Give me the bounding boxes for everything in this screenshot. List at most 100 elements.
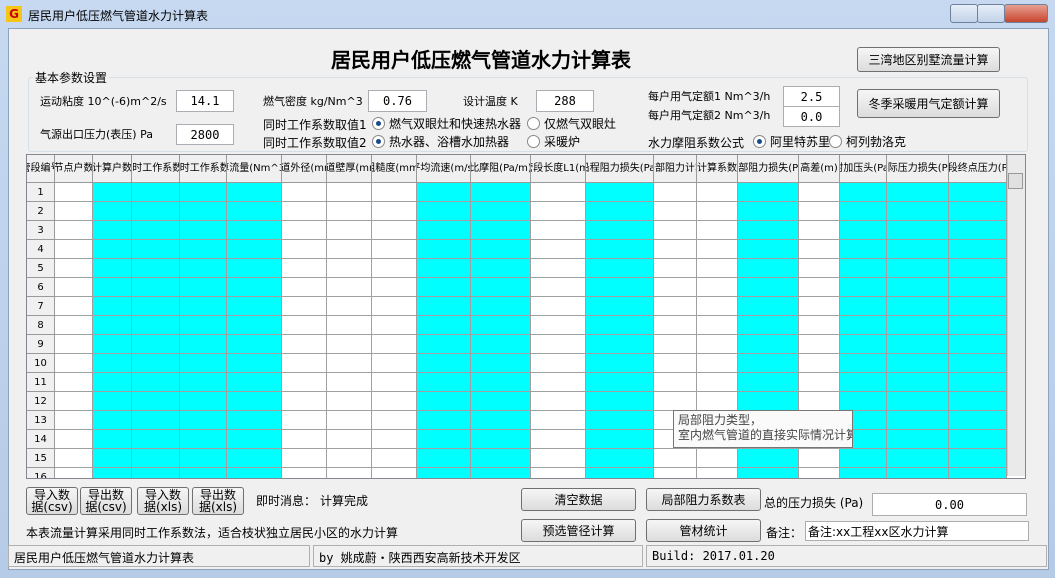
grid-cell[interactable] xyxy=(227,449,282,468)
grid-cell[interactable] xyxy=(93,259,132,278)
grid-cell[interactable] xyxy=(738,297,799,316)
grid-cell[interactable] xyxy=(738,202,799,221)
grid-cell[interactable] xyxy=(949,316,1007,335)
grid-cell[interactable] xyxy=(282,259,327,278)
grid-cell[interactable] xyxy=(586,468,654,478)
grid-cell[interactable] xyxy=(887,449,949,468)
grid-cell[interactable] xyxy=(55,335,93,354)
grid-cell[interactable] xyxy=(471,373,531,392)
grid-cell[interactable] xyxy=(799,183,840,202)
grid-cell[interactable] xyxy=(180,183,227,202)
minimize-button[interactable] xyxy=(950,4,978,23)
grid-cell[interactable] xyxy=(282,411,327,430)
grid-cell[interactable] xyxy=(697,202,738,221)
grid-cell[interactable] xyxy=(697,335,738,354)
grid-cell[interactable] xyxy=(132,373,180,392)
grid-cell[interactable] xyxy=(738,468,799,478)
grid-cell[interactable] xyxy=(180,430,227,449)
grid-cell[interactable] xyxy=(227,316,282,335)
grid-cell[interactable] xyxy=(282,373,327,392)
grid-cell[interactable] xyxy=(697,392,738,411)
grid-cell[interactable] xyxy=(93,183,132,202)
grid-cell[interactable] xyxy=(799,259,840,278)
grid-cell[interactable] xyxy=(840,240,887,259)
grid-cell[interactable] xyxy=(840,392,887,411)
grid-cell[interactable] xyxy=(799,468,840,478)
grid-cell[interactable] xyxy=(132,335,180,354)
radio-dot[interactable] xyxy=(527,117,540,130)
grid-cell[interactable] xyxy=(738,259,799,278)
grid-cell[interactable] xyxy=(949,411,1007,430)
grid-cell[interactable] xyxy=(93,392,132,411)
grid-cell[interactable] xyxy=(531,259,586,278)
grid-cell[interactable] xyxy=(799,449,840,468)
grid-cell[interactable] xyxy=(697,183,738,202)
grid-cell[interactable] xyxy=(417,240,471,259)
grid-cell[interactable] xyxy=(471,411,531,430)
grid-cell[interactable] xyxy=(132,449,180,468)
io-button[interactable]: 导出数据(xls) xyxy=(192,487,244,515)
grid-cell[interactable] xyxy=(282,335,327,354)
grid-cell[interactable] xyxy=(799,297,840,316)
radio-dot[interactable] xyxy=(753,135,766,148)
grid-cell[interactable] xyxy=(132,316,180,335)
grid-cell[interactable] xyxy=(887,297,949,316)
grid-cell[interactable] xyxy=(327,183,372,202)
grid-cell[interactable] xyxy=(55,221,93,240)
grid-cell[interactable] xyxy=(586,392,654,411)
grid-cell[interactable] xyxy=(93,373,132,392)
grid-cell[interactable] xyxy=(949,392,1007,411)
grid-cell[interactable] xyxy=(531,183,586,202)
grid-cell[interactable] xyxy=(586,278,654,297)
grid-cell[interactable] xyxy=(417,354,471,373)
grid-cell[interactable] xyxy=(227,411,282,430)
grid-cell[interactable] xyxy=(887,316,949,335)
grid-cell[interactable] xyxy=(799,354,840,373)
grid-cell[interactable] xyxy=(586,297,654,316)
radio-option[interactable]: 柯列勃洛克 xyxy=(829,133,906,150)
grid-cell[interactable] xyxy=(55,240,93,259)
field-input[interactable]: 2800 xyxy=(176,124,234,145)
grid-cell[interactable] xyxy=(282,221,327,240)
grid-cell[interactable] xyxy=(282,430,327,449)
button[interactable]: 三湾地区别墅流量计算 xyxy=(857,47,1000,72)
grid-cell[interactable] xyxy=(840,373,887,392)
grid-cell[interactable] xyxy=(654,221,697,240)
grid-cell[interactable] xyxy=(180,202,227,221)
grid-cell[interactable] xyxy=(282,297,327,316)
grid-cell[interactable] xyxy=(949,354,1007,373)
grid-cell[interactable] xyxy=(372,202,417,221)
grid-cell[interactable] xyxy=(697,297,738,316)
grid-cell[interactable] xyxy=(282,392,327,411)
grid-cell[interactable] xyxy=(738,335,799,354)
remark-input[interactable]: 备注:xx工程xx区水力计算 xyxy=(805,521,1029,541)
grid-cell[interactable] xyxy=(417,335,471,354)
grid-cell[interactable] xyxy=(840,278,887,297)
grid-cell[interactable] xyxy=(327,430,372,449)
grid-cell[interactable] xyxy=(55,392,93,411)
grid-cell[interactable] xyxy=(132,354,180,373)
grid-cell[interactable] xyxy=(93,316,132,335)
grid-cell[interactable] xyxy=(471,202,531,221)
grid-cell[interactable] xyxy=(586,430,654,449)
grid-cell[interactable] xyxy=(93,354,132,373)
grid-cell[interactable] xyxy=(531,335,586,354)
grid-cell[interactable] xyxy=(949,259,1007,278)
grid-cell[interactable] xyxy=(55,316,93,335)
grid-cell[interactable] xyxy=(180,373,227,392)
grid-cell[interactable] xyxy=(840,183,887,202)
grid-cell[interactable] xyxy=(417,259,471,278)
radio-option[interactable]: 仅燃气双眼灶 xyxy=(527,115,616,132)
grid-cell[interactable] xyxy=(327,373,372,392)
grid-cell[interactable] xyxy=(227,392,282,411)
grid-cell[interactable] xyxy=(471,259,531,278)
grid-cell[interactable] xyxy=(840,316,887,335)
total-input[interactable]: 0.00 xyxy=(872,493,1027,516)
grid-cell[interactable] xyxy=(531,430,586,449)
grid-cell[interactable] xyxy=(55,354,93,373)
grid-cell[interactable] xyxy=(417,411,471,430)
grid-cell[interactable] xyxy=(531,202,586,221)
grid-cell[interactable] xyxy=(327,202,372,221)
grid-cell[interactable] xyxy=(586,183,654,202)
grid-cell[interactable] xyxy=(586,373,654,392)
